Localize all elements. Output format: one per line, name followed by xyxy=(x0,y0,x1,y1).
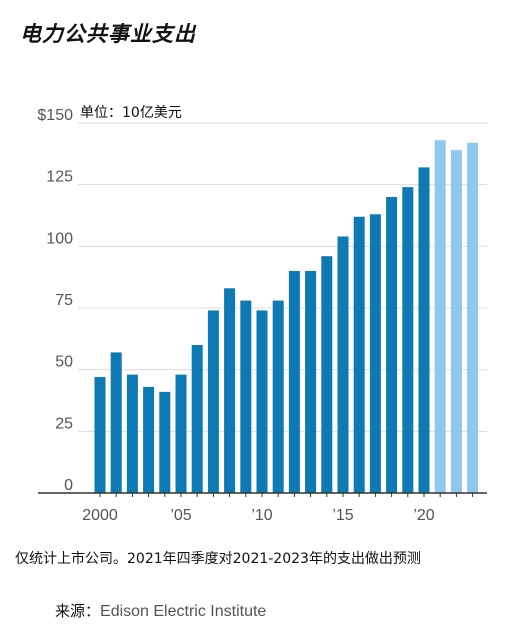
bar xyxy=(402,187,414,493)
y-tick-label: 125 xyxy=(46,169,73,186)
bar xyxy=(305,271,317,493)
y-tick-label: 50 xyxy=(55,354,73,371)
bar xyxy=(207,310,219,493)
footnote: 仅统计上市公司。2021年四季度对2021-2023年的支出做出预测 xyxy=(15,551,421,567)
bar xyxy=(240,300,252,493)
bar xyxy=(337,236,349,493)
bar xyxy=(321,256,333,493)
y-tick-label: 25 xyxy=(55,415,73,432)
bar xyxy=(256,310,268,493)
bar xyxy=(94,377,106,493)
bar xyxy=(369,214,381,493)
bar xyxy=(143,386,155,493)
x-tick-label: 2000 xyxy=(82,507,118,524)
bar-projected xyxy=(467,142,479,493)
bar xyxy=(353,216,365,493)
x-tick-label: ’05 xyxy=(170,507,191,524)
bar xyxy=(272,300,284,493)
bar xyxy=(175,374,187,493)
bar xyxy=(159,391,171,493)
y-tick-label: 0 xyxy=(64,477,73,494)
bar xyxy=(110,352,122,493)
bar xyxy=(191,345,203,493)
bar-projected xyxy=(434,140,446,493)
y-tick-label: 75 xyxy=(55,292,73,309)
x-axis: 2000 ’05 ’10 ’15 ’20 xyxy=(38,492,487,524)
y-tick-label: $150 xyxy=(37,107,73,124)
y-tick-label: 100 xyxy=(46,230,73,247)
x-tick-label: ’10 xyxy=(251,507,272,524)
bar xyxy=(386,197,398,493)
source-name: Edison Electric Institute xyxy=(100,603,267,620)
source-label: 来源： xyxy=(55,602,101,620)
bars xyxy=(94,140,479,493)
bar xyxy=(224,288,236,493)
bar xyxy=(288,271,300,493)
x-tick-label: ’20 xyxy=(413,507,434,524)
y-tick-labels: 0 25 50 75 100 125 $150 xyxy=(37,107,73,494)
bar xyxy=(418,167,430,493)
x-tick-label: ’15 xyxy=(332,507,353,524)
unit-label: 单位：10亿美元 xyxy=(80,105,182,121)
bar-projected xyxy=(450,150,462,493)
bar-chart: 0 25 50 75 100 125 $150 单位：10亿美元 2000 ’05 ’10 ’15… xyxy=(37,105,487,524)
bar xyxy=(126,374,138,493)
chart-title: 电力公共事业支出 xyxy=(20,22,196,46)
source-line: 来源：Edison Electric Institute xyxy=(55,600,266,621)
